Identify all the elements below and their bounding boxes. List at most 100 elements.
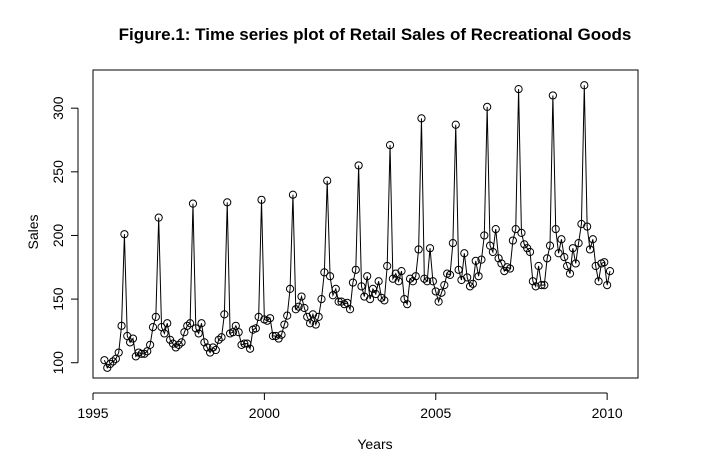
data-point: [197, 319, 206, 328]
data-point: [425, 244, 435, 253]
data-point: [151, 312, 160, 322]
data-point: [194, 329, 203, 338]
data-point: [183, 321, 192, 330]
data-point: [348, 278, 358, 287]
data-point: [580, 81, 589, 90]
series-line: [103, 85, 611, 369]
data-point: [565, 269, 575, 278]
data-point: [463, 273, 472, 282]
y-tick-label: 150: [50, 287, 66, 311]
data-point: [323, 176, 332, 185]
y-tick-label: 300: [50, 96, 66, 120]
data-point: [331, 284, 340, 294]
data-point: [603, 280, 612, 290]
data-point: [354, 161, 363, 170]
data-point: [325, 272, 335, 281]
data-point: [557, 235, 566, 244]
x-axis-label: Years: [357, 436, 392, 452]
data-point: [385, 140, 395, 150]
data-point: [594, 277, 603, 286]
data-point: [560, 252, 569, 262]
data-point: [100, 356, 109, 365]
data-point: [474, 272, 483, 281]
data-point: [571, 259, 580, 268]
data-point: [251, 324, 260, 333]
data-point: [497, 259, 506, 268]
data-point: [468, 279, 477, 288]
data-point: [511, 224, 520, 234]
data-point: [217, 333, 226, 342]
data-point: [257, 195, 266, 204]
data-point: [177, 338, 186, 347]
data-point: [445, 270, 455, 280]
data-point: [465, 282, 475, 291]
data-point: [294, 302, 303, 311]
data-point: [371, 289, 380, 299]
data-point: [208, 343, 218, 352]
data-point: [551, 224, 560, 234]
data-point: [380, 296, 389, 305]
data-point: [283, 311, 292, 320]
data-point: [531, 282, 540, 291]
data-point: [368, 284, 378, 294]
data-point: [448, 238, 457, 248]
data-point: [494, 254, 503, 263]
data-point: [537, 280, 546, 290]
x-tick-label: 1995: [77, 405, 108, 421]
data-point: [477, 255, 486, 264]
data-point: [314, 312, 323, 322]
data-point: [163, 319, 172, 328]
data-point: [288, 190, 298, 199]
data-point: [311, 320, 320, 329]
data-point: [588, 235, 597, 244]
data-point: [240, 339, 249, 348]
data-point: [437, 288, 446, 297]
data-point: [146, 340, 155, 350]
data-point: [374, 277, 383, 286]
data-point: [434, 297, 443, 306]
data-point: [451, 120, 460, 129]
data-point: [514, 84, 523, 94]
data-point: [534, 261, 543, 271]
data-point: [154, 213, 163, 222]
data-point: [423, 277, 432, 286]
data-point: [400, 294, 409, 304]
data-point: [420, 274, 429, 283]
data-point: [545, 241, 555, 250]
data-point: [114, 348, 123, 357]
data-point: [200, 338, 209, 347]
data-point: [220, 310, 229, 319]
data-point: [480, 231, 489, 240]
x-axis: 1995 2000 2005 2010: [77, 392, 623, 421]
data-point: [365, 294, 375, 304]
data-point: [554, 249, 563, 258]
data-point: [471, 256, 480, 266]
data-point: [377, 293, 386, 302]
data-point: [280, 320, 289, 329]
data-point: [128, 334, 138, 343]
data-point: [337, 297, 346, 306]
y-tick-label: 100: [50, 351, 66, 375]
data-point: [160, 329, 169, 338]
data-point: [397, 266, 406, 276]
data-point: [108, 357, 118, 366]
data-point: [305, 319, 315, 328]
data-point: [120, 230, 129, 239]
data-point: [440, 280, 449, 290]
data-point: [277, 330, 286, 339]
data-point: [345, 305, 355, 314]
data-point: [414, 245, 423, 254]
data-point: [117, 321, 126, 330]
y-tick-label: 200: [50, 224, 66, 248]
plot-area-border: [92, 69, 639, 379]
data-point: [383, 261, 392, 271]
data-point: [223, 198, 232, 207]
data-point: [600, 258, 609, 267]
data-point: [363, 272, 372, 281]
y-axis-label: Sales: [25, 214, 41, 249]
data-point: [454, 265, 463, 274]
data-point: [568, 244, 577, 253]
data-point: [106, 359, 115, 369]
data-point: [548, 91, 557, 100]
